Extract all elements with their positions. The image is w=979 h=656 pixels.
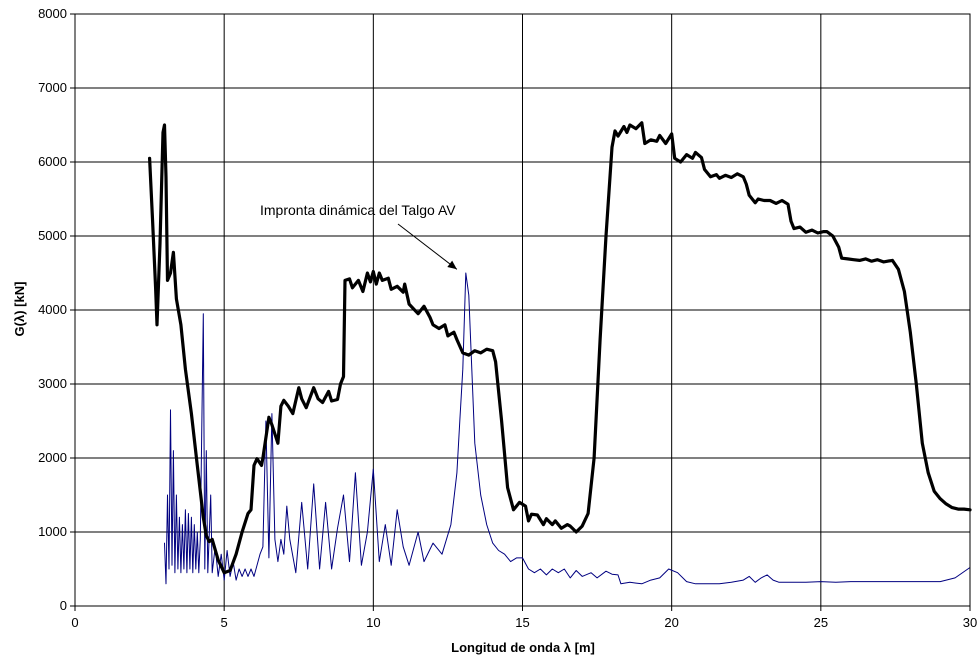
y-tick-label: 2000: [38, 450, 67, 465]
y-tick-label: 4000: [38, 302, 67, 317]
x-tick-label: 20: [664, 615, 678, 630]
y-tick-label: 7000: [38, 80, 67, 95]
y-tick-label: 1000: [38, 524, 67, 539]
x-tick-label: 5: [221, 615, 228, 630]
y-axis-title: G(λ) [kN]: [12, 282, 27, 337]
x-tick-label: 30: [963, 615, 977, 630]
annotation-arrowhead: [447, 260, 457, 270]
y-tick-label: 6000: [38, 154, 67, 169]
ticks: 0 1000 2000 3000 4000 5000 6000 7000 8000 0 5 10 15 2…: [38, 6, 977, 630]
y-tick-label: 0: [60, 598, 67, 613]
series-line-thin-navy: [164, 272, 971, 585]
y-tick-label: 5000: [38, 228, 67, 243]
grid: [74, 13, 971, 607]
x-tick-label: 10: [366, 615, 380, 630]
annotation-arrow: [397, 223, 458, 270]
y-tick-label: 8000: [38, 6, 67, 21]
x-tick-label: 25: [814, 615, 828, 630]
y-tick-label: 3000: [38, 376, 67, 391]
annotation-label: Impronta dinámica del Talgo AV: [260, 202, 456, 218]
series-layer: [148, 121, 972, 585]
series-line-thick-black: [148, 121, 972, 575]
x-tick-label: 15: [515, 615, 529, 630]
x-tick-label: 0: [71, 615, 78, 630]
x-axis-title: Longitud de onda λ [m]: [451, 640, 595, 655]
